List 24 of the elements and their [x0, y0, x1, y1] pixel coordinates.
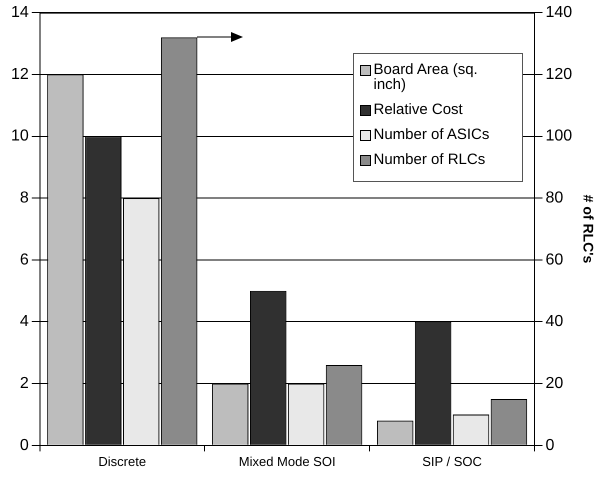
x-tick-label: SIP / SOC: [422, 454, 482, 469]
y-tick-label: 0: [20, 436, 29, 454]
y2-axis-title: # of RLC's: [580, 194, 597, 264]
y2-tick-label: 80: [546, 189, 564, 206]
y-tick-label: 14: [11, 4, 29, 22]
y-tick-label: 12: [11, 66, 29, 83]
y2-tick-label: 60: [546, 251, 564, 268]
y-tick-label: 6: [20, 251, 29, 268]
legend-label: Number of ASICs: [374, 126, 490, 143]
legend-label: Number of RLCs: [374, 150, 486, 168]
x-tick-label: Mixed Mode SOI: [238, 454, 336, 469]
y2-tick-label: 20: [546, 374, 564, 392]
y2-tick-label: 40: [546, 313, 564, 330]
y2-tick-label: 0: [546, 436, 555, 454]
y-tick-label: 8: [20, 189, 29, 206]
y-tick-label: 2: [20, 374, 29, 392]
y2-tick-label: 100: [546, 128, 572, 145]
legend-label: Relative Cost: [374, 100, 463, 118]
y2-tick-label: 120: [546, 66, 572, 83]
y-tick-label: 4: [20, 313, 29, 330]
y-tick-label: 10: [11, 128, 29, 145]
y2-tick-label: 140: [546, 4, 572, 22]
legend-label: Board Area (sq. inch): [374, 60, 479, 93]
x-tick-label: Discrete: [98, 454, 146, 469]
